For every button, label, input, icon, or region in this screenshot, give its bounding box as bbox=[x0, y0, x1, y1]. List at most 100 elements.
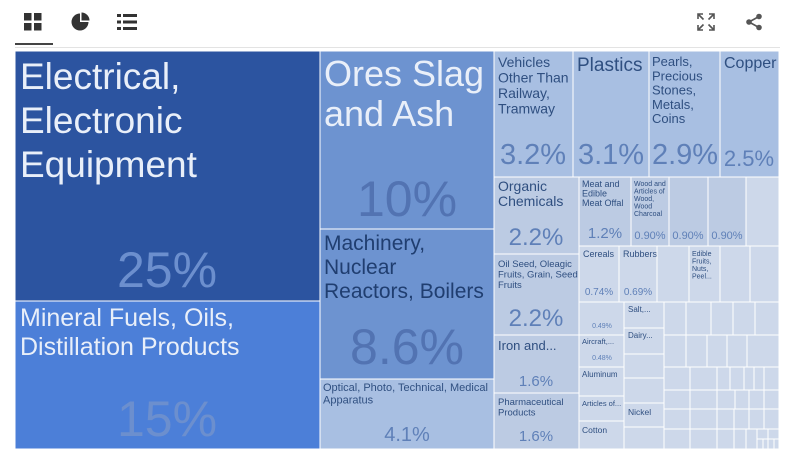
treemap-cell-small[interactable] bbox=[753, 366, 765, 391]
treemap-cell-1[interactable] bbox=[14, 300, 321, 450]
treemap-cell-small[interactable] bbox=[716, 408, 735, 430]
treemap-cell-0-value: 25% bbox=[117, 242, 217, 298]
treemap-cell-small[interactable] bbox=[663, 366, 691, 391]
treemap-cell-small[interactable] bbox=[663, 408, 691, 430]
treemap-cell-small[interactable] bbox=[743, 366, 755, 391]
treemap-cell-small[interactable] bbox=[726, 334, 748, 368]
treemap-cell-small[interactable] bbox=[663, 389, 691, 410]
treemap-cell-6-value: 3.1% bbox=[578, 139, 644, 171]
treemap-cell-18-value: 0.69% bbox=[624, 287, 652, 298]
treemap-cell-14[interactable] bbox=[630, 176, 670, 247]
treemap-cell-small[interactable] bbox=[754, 301, 780, 336]
treemap-cell-14-label-3: Wood bbox=[634, 204, 652, 211]
treemap-cell-23-label-0: Dairy... bbox=[628, 331, 653, 340]
treemap-cell-small[interactable] bbox=[719, 245, 751, 303]
treemap-cell-small[interactable] bbox=[663, 301, 687, 336]
treemap-cell-small[interactable] bbox=[732, 301, 756, 336]
treemap-cell-1-value: 15% bbox=[117, 391, 217, 447]
treemap-cell-small[interactable] bbox=[773, 438, 780, 450]
treemap-cell-small[interactable] bbox=[623, 426, 665, 450]
treemap-cell-small[interactable] bbox=[763, 366, 780, 391]
treemap-cell-small[interactable] bbox=[656, 245, 690, 303]
treemap-cell-5-label-1: Other Than bbox=[498, 70, 569, 86]
treemap-cell-20[interactable] bbox=[578, 301, 625, 336]
fullscreen-icon[interactable] bbox=[691, 8, 721, 36]
treemap-cell-13[interactable] bbox=[578, 176, 632, 247]
list-view-icon[interactable] bbox=[112, 8, 142, 36]
treemap-cell-2-value: 10% bbox=[357, 171, 457, 227]
treemap-cell-22-label-0: Aircraft,... bbox=[582, 337, 614, 346]
treemap-cell-small[interactable] bbox=[716, 366, 731, 391]
treemap-cell-small[interactable] bbox=[689, 408, 718, 430]
treemap-cell-small[interactable] bbox=[663, 334, 687, 368]
treemap-cell-small[interactable] bbox=[706, 334, 728, 368]
treemap-cell-17[interactable] bbox=[578, 245, 620, 303]
treemap-cell-13-label-1: Edible bbox=[582, 189, 607, 199]
grid-view-icon[interactable] bbox=[18, 8, 48, 36]
treemap-cell-0-label-1: Electronic bbox=[20, 100, 182, 141]
treemap-cell-2-label-1: and Ash bbox=[324, 93, 454, 134]
treemap-cell-small[interactable] bbox=[689, 366, 718, 391]
treemap-cell-14-label-1: Articles of bbox=[634, 189, 665, 196]
treemap-cell-small[interactable] bbox=[767, 438, 775, 450]
treemap-cell-small[interactable] bbox=[689, 389, 718, 410]
treemap-cell-4-label-1: Apparatus bbox=[323, 395, 374, 407]
treemap-cell-8-value: 2.5% bbox=[724, 146, 774, 171]
treemap-cell-12-label-0: Pharmaceutical bbox=[498, 397, 563, 408]
treemap-cell-small[interactable] bbox=[729, 366, 745, 391]
treemap-cell-small[interactable] bbox=[716, 389, 736, 410]
treemap-cell-small[interactable] bbox=[748, 389, 765, 410]
pie-chart-icon[interactable] bbox=[65, 8, 95, 36]
treemap-cell-small[interactable] bbox=[623, 377, 665, 404]
treemap-cell-small[interactable] bbox=[734, 389, 750, 410]
treemap-cell-3-value: 8.6% bbox=[350, 319, 464, 375]
treemap-cell-25-label-0: Articles of... bbox=[582, 399, 621, 408]
treemap-cell-13-label-0: Meat and bbox=[582, 179, 620, 189]
treemap-cell-small[interactable] bbox=[685, 334, 708, 368]
treemap-cell-22[interactable] bbox=[578, 334, 625, 368]
treemap-cell-2-label-0: Ores Slag bbox=[324, 53, 484, 94]
treemap-cell-16[interactable] bbox=[707, 176, 747, 247]
treemap-cell-11[interactable] bbox=[493, 334, 580, 394]
treemap-cell-9-value: 2.2% bbox=[509, 224, 564, 251]
treemap-cell-7-label-0: Pearls, bbox=[652, 54, 692, 69]
treemap-cell-2[interactable] bbox=[319, 50, 495, 230]
treemap-cell-small[interactable] bbox=[710, 301, 734, 336]
treemap-cell-24[interactable] bbox=[578, 366, 625, 397]
treemap-cell-7[interactable] bbox=[648, 50, 721, 178]
treemap-cell-small[interactable] bbox=[749, 245, 780, 303]
treemap-cell-small[interactable] bbox=[745, 428, 758, 450]
treemap-cell-small[interactable] bbox=[745, 176, 780, 247]
treemap-cell-4-value: 4.1% bbox=[384, 424, 430, 446]
treemap-cell-4[interactable] bbox=[319, 378, 495, 450]
treemap-cell-small[interactable] bbox=[685, 301, 712, 336]
treemap-cell-10[interactable] bbox=[493, 253, 580, 336]
treemap-cell-0[interactable] bbox=[14, 50, 321, 302]
treemap-cell-5-value: 3.2% bbox=[500, 139, 566, 171]
treemap-cell-6[interactable] bbox=[572, 50, 650, 178]
treemap-cell-15[interactable] bbox=[668, 176, 709, 247]
treemap-cell-small[interactable] bbox=[716, 428, 735, 450]
treemap-cell-12-value: 1.6% bbox=[519, 428, 553, 445]
treemap-cell-small[interactable] bbox=[663, 428, 691, 450]
treemap-cell-6-label-0: Plastics bbox=[577, 55, 642, 76]
share-icon[interactable] bbox=[739, 8, 769, 36]
treemap-cell-10-label-2: Fruits bbox=[498, 280, 522, 291]
treemap-cell-7-label-2: Stones, bbox=[652, 83, 696, 98]
treemap-cell-small[interactable] bbox=[733, 408, 750, 430]
treemap-cell-small[interactable] bbox=[689, 428, 718, 450]
treemap-cell-12[interactable] bbox=[493, 392, 580, 450]
treemap-cell-small[interactable] bbox=[762, 438, 769, 450]
treemap-cell-7-label-4: Coins bbox=[652, 111, 686, 126]
treemap-cell-small[interactable] bbox=[748, 408, 765, 430]
treemap-cell-small[interactable] bbox=[733, 428, 747, 450]
treemap-cell-small[interactable] bbox=[623, 353, 665, 379]
treemap-cell-15-value: 0.90% bbox=[672, 230, 703, 242]
treemap-cell-small[interactable] bbox=[746, 334, 780, 368]
treemap-cell-small[interactable] bbox=[763, 408, 780, 430]
treemap-cell-1-label-0: Mineral Fuels, Oils, bbox=[20, 304, 234, 332]
treemap-cell-21-label-0: Salt,... bbox=[628, 305, 651, 314]
treemap-cell-8[interactable] bbox=[719, 50, 780, 178]
treemap-cell-small[interactable] bbox=[763, 389, 780, 410]
treemap-cell-small[interactable] bbox=[756, 438, 764, 450]
